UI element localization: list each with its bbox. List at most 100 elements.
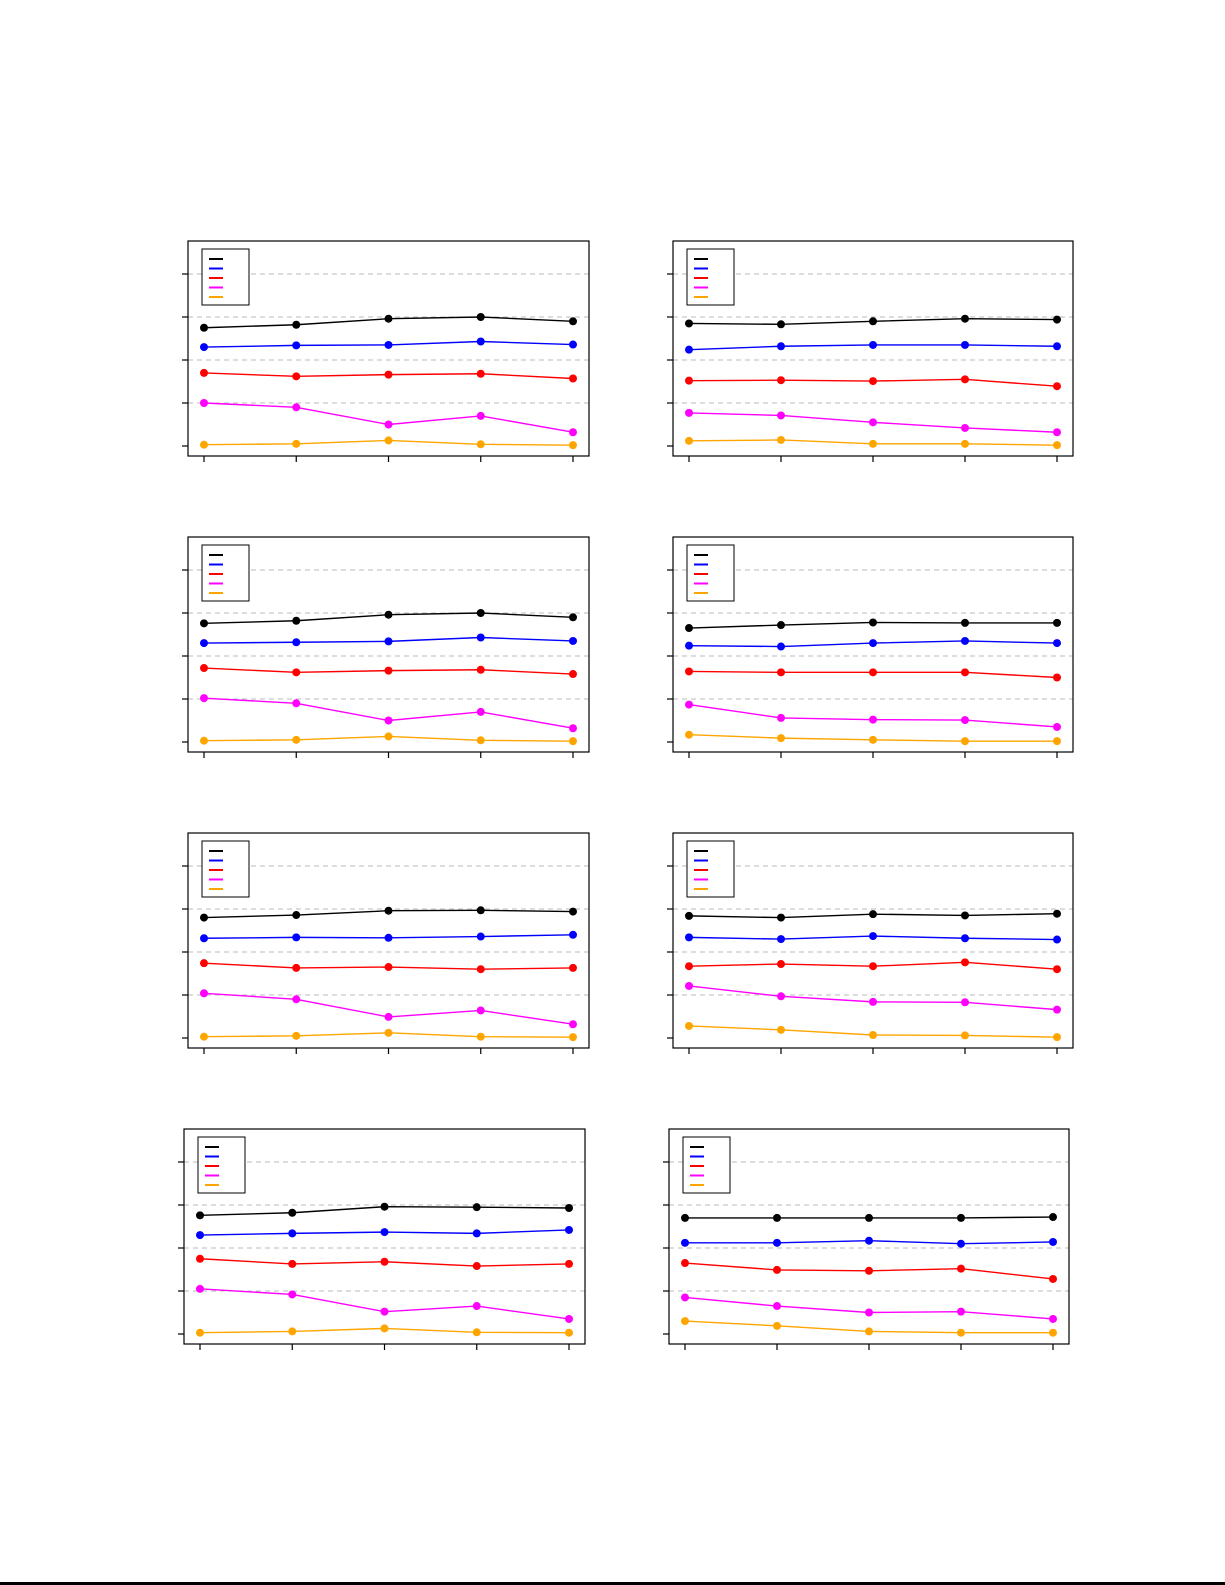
data-point (685, 345, 693, 354)
data-point (777, 435, 785, 444)
data-point (292, 320, 301, 329)
data-point (773, 1213, 781, 1222)
data-point (681, 1213, 689, 1222)
legend (686, 840, 735, 898)
data-point (865, 1236, 873, 1245)
data-point (1053, 935, 1061, 944)
data-point (961, 911, 969, 920)
data-point (476, 411, 485, 420)
data-point (200, 323, 208, 332)
data-point (961, 618, 969, 627)
data-point (777, 668, 785, 677)
data-point (777, 935, 785, 944)
data-point (476, 1006, 485, 1015)
legend (682, 1136, 731, 1194)
data-point (869, 932, 877, 941)
data-point (961, 737, 969, 746)
data-point (384, 906, 393, 915)
data-point (292, 963, 301, 972)
data-point (565, 1204, 573, 1213)
data-point (380, 1202, 389, 1211)
data-point (476, 736, 485, 745)
data-point (1049, 1237, 1057, 1246)
data-point (476, 965, 485, 974)
data-point (472, 1229, 481, 1238)
data-point (292, 1031, 301, 1040)
data-point (961, 314, 969, 323)
data-point (288, 1259, 297, 1268)
data-point (685, 1021, 693, 1030)
data-point (869, 735, 877, 744)
data-point (961, 958, 969, 967)
data-point (476, 707, 485, 716)
data-point (957, 1213, 965, 1222)
chart-panel-7 (178, 1128, 586, 1350)
data-point (200, 959, 208, 968)
data-point (384, 963, 393, 972)
data-point (685, 962, 693, 971)
data-point (773, 1238, 781, 1247)
data-point (569, 737, 577, 746)
data-point (476, 313, 485, 321)
data-point (1053, 382, 1061, 391)
data-point (476, 440, 485, 449)
data-point (777, 621, 785, 630)
data-point (565, 1314, 573, 1323)
data-point (292, 699, 301, 708)
chart-panel-5 (182, 832, 590, 1054)
data-point (292, 995, 301, 1004)
data-point (200, 343, 208, 352)
data-point (1049, 1314, 1057, 1323)
data-point (865, 1266, 873, 1275)
data-point (292, 735, 301, 744)
data-point (292, 341, 301, 350)
data-point (1053, 673, 1061, 682)
data-point (1049, 1328, 1057, 1337)
data-point (961, 636, 969, 645)
data-point (777, 992, 785, 1001)
data-point (1053, 342, 1061, 351)
data-point (777, 713, 785, 722)
data-point (292, 616, 301, 625)
data-point (773, 1265, 781, 1274)
data-point (685, 700, 693, 709)
data-point (384, 933, 393, 942)
legend (197, 1136, 246, 1194)
data-point (380, 1324, 389, 1333)
data-point (384, 340, 393, 349)
data-point (292, 439, 301, 448)
data-point (472, 1203, 481, 1212)
data-point (384, 314, 393, 323)
data-point (196, 1231, 204, 1240)
data-point (569, 613, 577, 622)
data-point (1053, 639, 1061, 648)
data-point (961, 1031, 969, 1040)
chart-panel-3 (182, 536, 590, 758)
data-point (569, 670, 577, 679)
data-point (565, 1225, 573, 1234)
data-point (476, 633, 485, 642)
data-point (200, 913, 208, 922)
data-point (869, 639, 877, 648)
data-point (476, 369, 485, 378)
data-point (685, 319, 693, 328)
data-point (565, 1328, 573, 1337)
data-point (472, 1262, 481, 1271)
data-point (685, 408, 693, 417)
data-point (685, 624, 693, 633)
data-point (380, 1307, 389, 1316)
data-point (1049, 1213, 1057, 1222)
data-point (292, 933, 301, 942)
data-point (384, 370, 393, 379)
data-point (1049, 1274, 1057, 1283)
chart-panel-2 (667, 240, 1074, 462)
data-point (569, 907, 577, 916)
data-point (288, 1208, 297, 1217)
data-point (957, 1307, 965, 1316)
chart-panel-1 (182, 240, 590, 462)
data-point (777, 642, 785, 651)
data-point (380, 1228, 389, 1237)
data-point (681, 1259, 689, 1268)
data-point (200, 440, 208, 449)
data-point (200, 1032, 208, 1041)
